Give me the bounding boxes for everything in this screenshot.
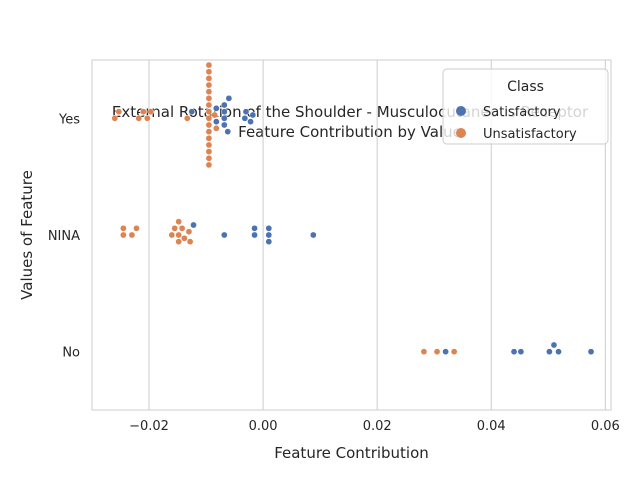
- data-point-satisfactory: [587, 348, 595, 356]
- data-point-satisfactory: [220, 108, 228, 116]
- data-point-unsatisfactory: [175, 218, 183, 226]
- data-point-satisfactory: [442, 348, 449, 356]
- data-point-satisfactory: [242, 108, 250, 116]
- data-point-unsatisfactory: [205, 68, 213, 76]
- data-point-unsatisfactory: [115, 108, 123, 116]
- data-point-unsatisfactory: [120, 231, 127, 239]
- data-point-unsatisfactory: [181, 234, 188, 242]
- data-point-unsatisfactory: [135, 114, 143, 122]
- data-point-satisfactory: [241, 114, 249, 122]
- x-tick-labels: −0.02 0.00 0.02 0.04 0.06: [129, 419, 620, 434]
- data-point-unsatisfactory: [420, 348, 428, 356]
- data-point-unsatisfactory: [205, 95, 213, 102]
- data-point-satisfactory: [247, 118, 254, 126]
- legend-label: Unsatisfactory: [483, 127, 577, 142]
- data-point-unsatisfactory: [139, 108, 147, 116]
- grid-lines: [148, 60, 606, 410]
- data-point-unsatisfactory: [205, 121, 213, 129]
- data-point-satisfactory: [251, 224, 258, 232]
- data-point-unsatisfactory: [175, 231, 183, 239]
- legend-marker: [456, 128, 466, 138]
- data-point-unsatisfactory: [205, 161, 213, 169]
- data-point-unsatisfactory: [205, 134, 213, 142]
- data-point-satisfactory: [212, 104, 220, 112]
- data-point-satisfactory: [555, 348, 562, 356]
- data-point-satisfactory: [265, 238, 273, 246]
- data-point-satisfactory: [510, 348, 518, 356]
- data-point-unsatisfactory: [433, 348, 441, 356]
- chart-title-line-2: Feature Contribution by Value: [238, 123, 462, 141]
- data-point-satisfactory: [251, 231, 258, 239]
- data-point-unsatisfactory: [178, 224, 186, 232]
- data-point-satisfactory: [212, 118, 220, 126]
- x-tick-label: 0.02: [363, 419, 392, 434]
- data-point-unsatisfactory: [185, 228, 193, 236]
- legend-box: [442, 68, 609, 145]
- data-point-unsatisfactory: [205, 148, 213, 155]
- data-point-satisfactory: [265, 231, 273, 239]
- data-point-satisfactory: [517, 348, 525, 356]
- y-tick-label: No: [62, 346, 80, 361]
- data-point-unsatisfactory: [143, 114, 151, 122]
- data-point-unsatisfactory: [186, 238, 194, 246]
- y-tick-labels: Yes NINA No: [48, 112, 80, 360]
- data-point-unsatisfactory: [205, 75, 213, 82]
- data-point-unsatisfactory: [211, 111, 218, 119]
- y-tick-label: NINA: [48, 229, 80, 244]
- data-point-unsatisfactory: [133, 224, 140, 232]
- x-tick-label: 0.00: [249, 419, 278, 434]
- data-point-unsatisfactory: [168, 231, 176, 239]
- x-tick-label: −0.02: [129, 419, 169, 434]
- data-point-satisfactory: [220, 114, 228, 122]
- data-point-satisfactory: [220, 231, 228, 239]
- data-point-unsatisfactory: [205, 141, 213, 149]
- data-point-unsatisfactory: [171, 224, 179, 232]
- data-point-unsatisfactory: [120, 224, 127, 232]
- data-point-unsatisfactory: [205, 114, 213, 122]
- legend: Class Satisfactory Unsatisfactory: [442, 68, 609, 145]
- data-point-unsatisfactory: [175, 238, 183, 246]
- y-axis-title: Values of Feature: [18, 170, 36, 300]
- data-point-satisfactory: [249, 111, 257, 119]
- data-point-satisfactory: [225, 95, 233, 102]
- data-point-satisfactory: [265, 224, 273, 232]
- data-points: [111, 61, 595, 356]
- x-tick-label: 0.06: [591, 419, 620, 434]
- data-point-unsatisfactory: [205, 154, 213, 162]
- data-point-satisfactory: [550, 341, 558, 349]
- data-point-satisfactory: [309, 231, 317, 239]
- data-point-unsatisfactory: [212, 124, 220, 132]
- data-point-unsatisfactory: [205, 81, 213, 89]
- plot-area: [91, 59, 612, 411]
- legend-marker: [456, 106, 466, 116]
- data-point-unsatisfactory: [205, 88, 213, 96]
- data-point-satisfactory: [220, 101, 228, 109]
- x-axis-title: Feature Contribution: [274, 444, 429, 462]
- data-point-unsatisfactory: [205, 108, 213, 116]
- data-point-unsatisfactory: [205, 101, 213, 109]
- data-point-satisfactory: [188, 108, 196, 116]
- data-point-satisfactory: [190, 221, 197, 229]
- data-point-unsatisfactory: [450, 348, 458, 356]
- data-point-satisfactory: [224, 128, 232, 135]
- data-point-unsatisfactory: [147, 108, 155, 116]
- y-tick-label: Yes: [58, 112, 80, 127]
- data-point-unsatisfactory: [183, 114, 191, 122]
- data-point-satisfactory: [546, 348, 553, 356]
- legend-title: Class: [507, 79, 544, 95]
- x-tick-label: 0.04: [477, 419, 506, 434]
- data-point-satisfactory: [220, 121, 228, 129]
- data-point-unsatisfactory: [205, 61, 213, 69]
- data-point-unsatisfactory: [128, 231, 136, 239]
- legend-label: Satisfactory: [483, 105, 561, 120]
- data-point-unsatisfactory: [111, 114, 119, 122]
- data-point-unsatisfactory: [205, 128, 213, 135]
